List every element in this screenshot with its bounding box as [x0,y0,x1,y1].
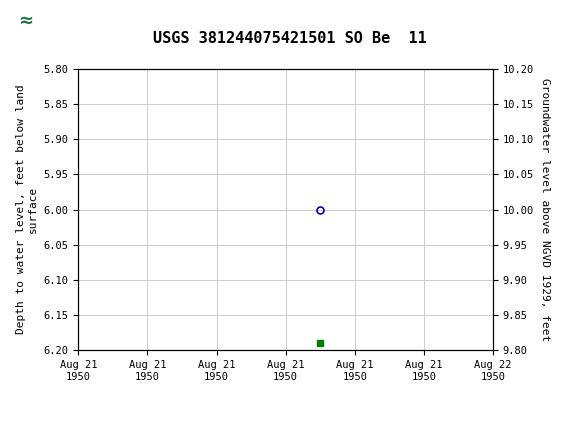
Text: USGS 381244075421501 SO Be  11: USGS 381244075421501 SO Be 11 [153,31,427,46]
Y-axis label: Depth to water level, feet below land
surface: Depth to water level, feet below land su… [16,85,38,335]
Text: USGS: USGS [64,12,119,29]
FancyBboxPatch shape [6,3,46,37]
Text: ≈: ≈ [19,12,34,29]
Y-axis label: Groundwater level above NGVD 1929, feet: Groundwater level above NGVD 1929, feet [539,78,549,341]
